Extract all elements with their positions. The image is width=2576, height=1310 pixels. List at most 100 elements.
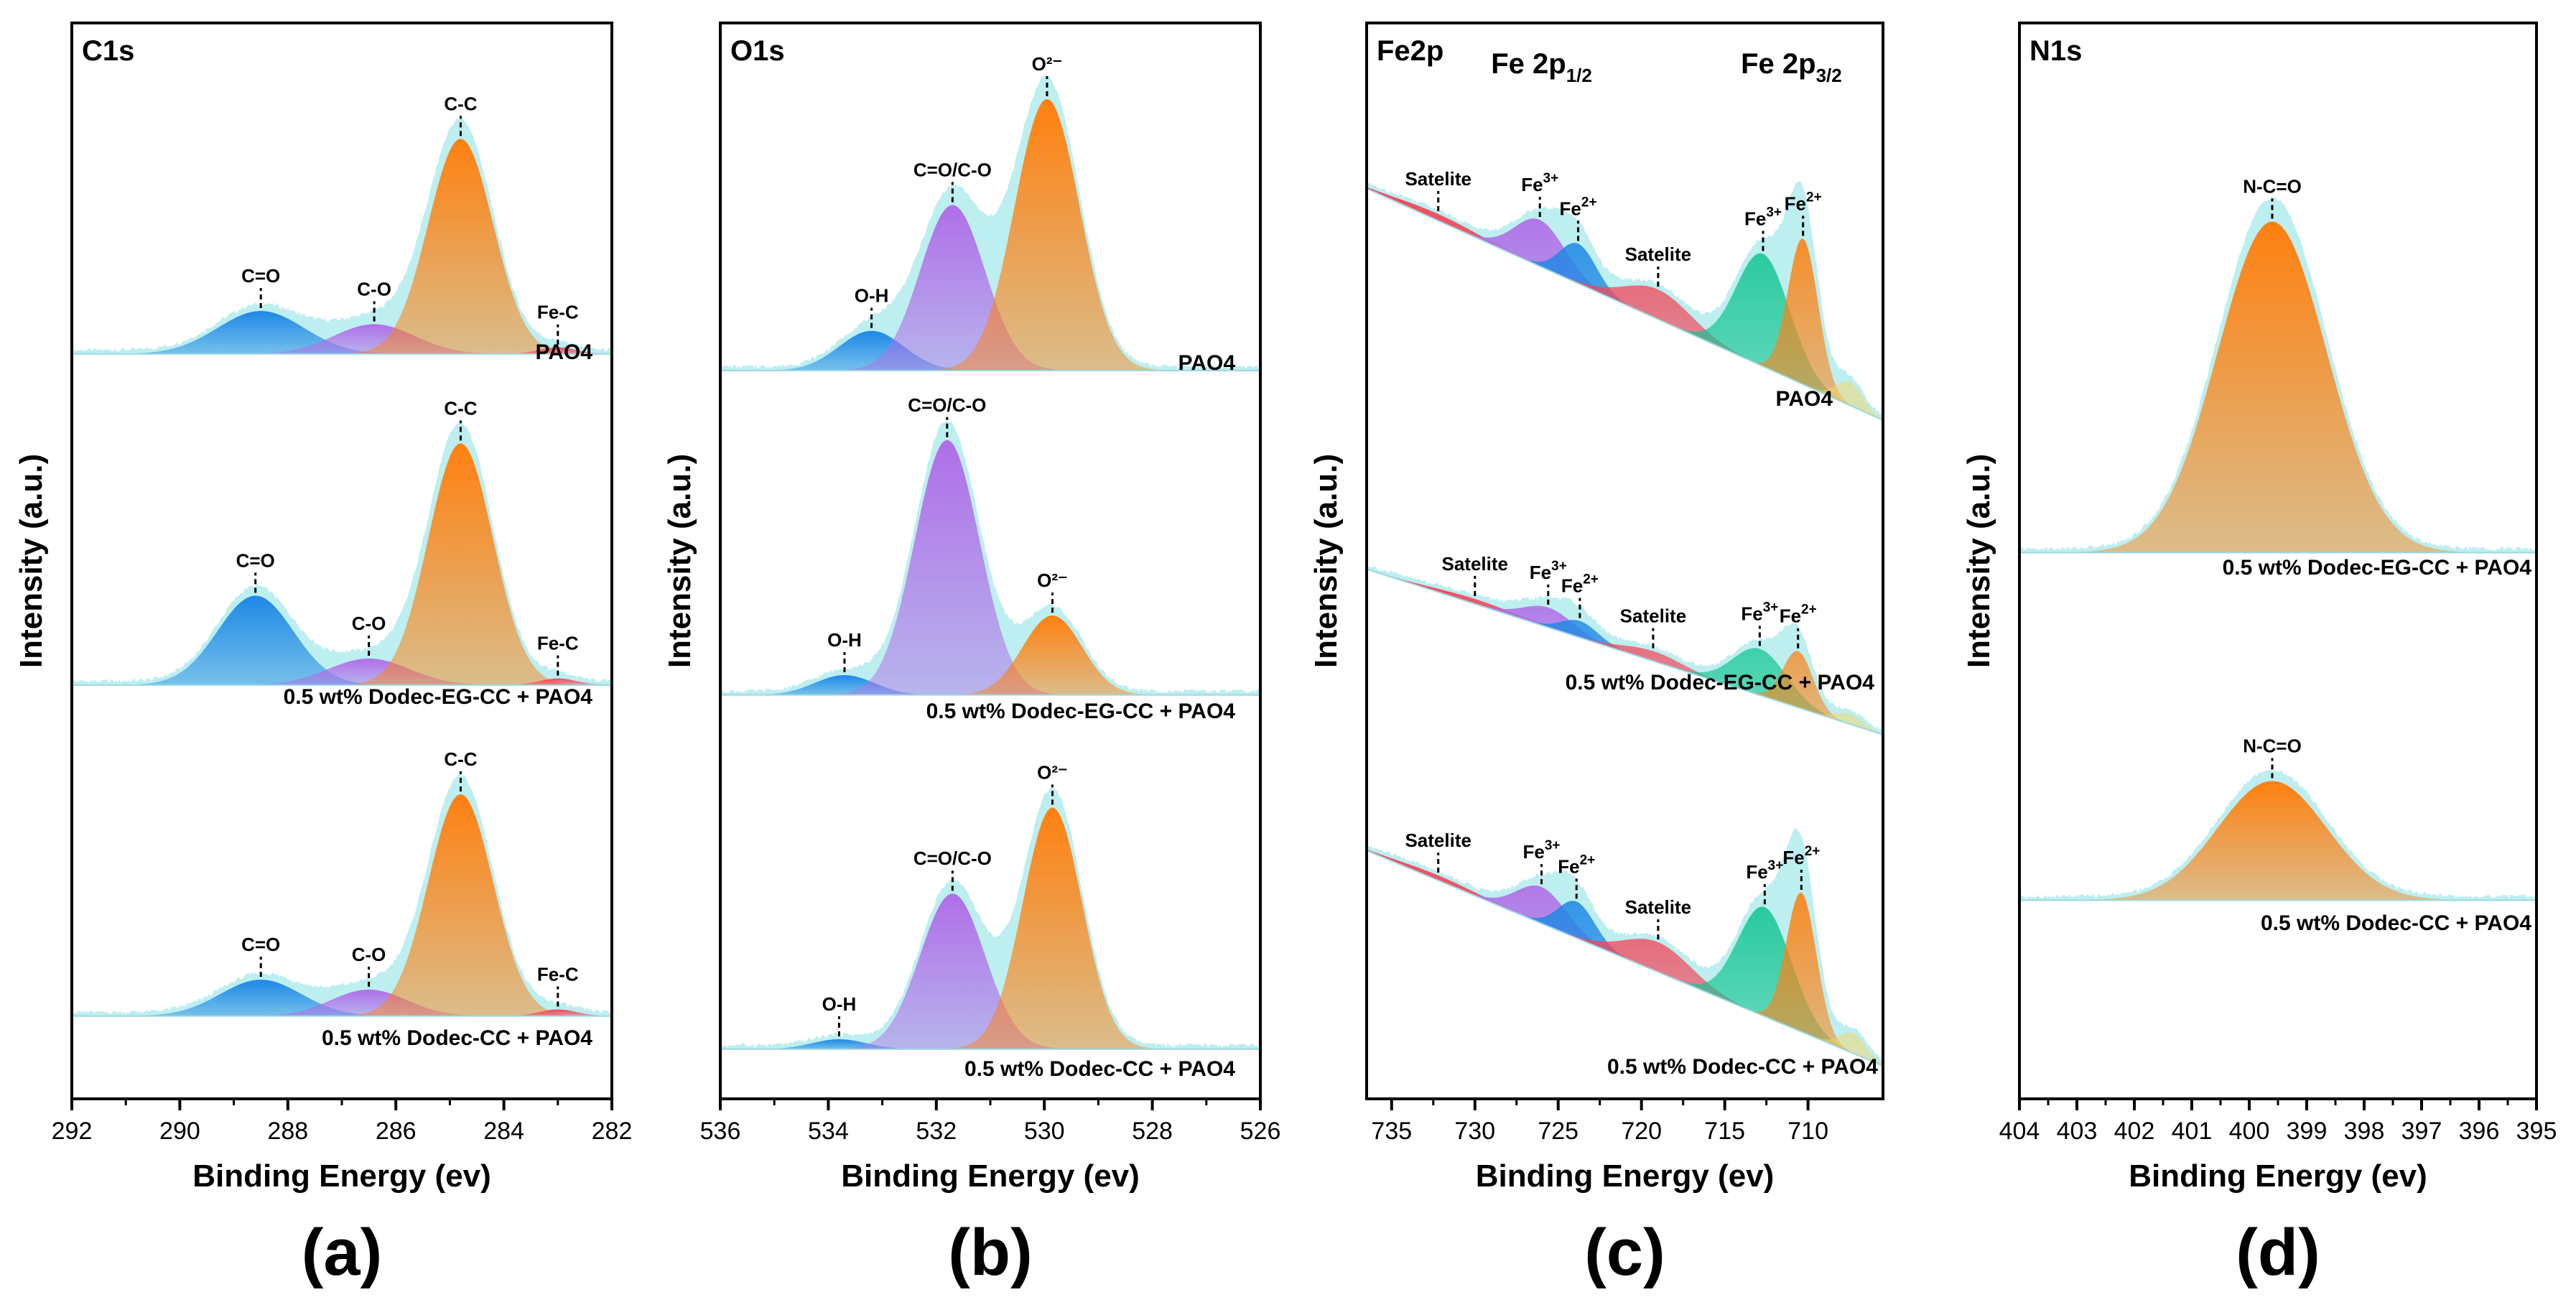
sample-label: 0.5 wt% Dodec-CC + PAO4 [964, 1057, 1235, 1081]
peak-label: Fe2+ [1558, 853, 1595, 877]
x-axis-title: Binding Energy (ev) [1476, 1158, 1775, 1194]
sample-label: 0.5 wt% Dodec-EG-CC + PAO4 [2223, 556, 2532, 580]
x-tick-label: 403 [2057, 1118, 2098, 1145]
x-tick-label: 286 [376, 1118, 417, 1145]
plot-area [2019, 195, 2537, 901]
panel-title: O1s [730, 35, 785, 67]
peak-c-o [72, 595, 612, 685]
x-tick-label: 528 [1132, 1118, 1173, 1145]
spectrum-3 [1367, 827, 1883, 1067]
y-axis-title: Intensity (a.u.) [1961, 454, 1996, 668]
peak-label: Fe-C [537, 302, 579, 323]
peak-c-o [72, 989, 612, 1016]
spectrum-3 [720, 786, 1260, 1050]
spectrum-1 [72, 117, 612, 355]
peak-label: Fe-C [537, 964, 579, 985]
x-tick-label: 526 [1240, 1118, 1281, 1145]
x-tick-label: 530 [1024, 1118, 1065, 1145]
spectrum-1 [1367, 181, 1883, 422]
peak-o-h [720, 330, 1260, 371]
peak-label: C-O [352, 944, 386, 965]
peak-o-h [720, 1039, 1260, 1049]
x-tick-label: 532 [916, 1118, 957, 1145]
peak-c-o-c-o [720, 440, 1260, 695]
peak-label: Satelite [1620, 605, 1687, 627]
peak-label: Fe3+ [1746, 858, 1783, 883]
spectrum-1 [720, 75, 1260, 371]
plot-area [1367, 181, 1883, 1067]
peak-c-o [72, 980, 612, 1016]
orbital-label: Fe 2p1/2 [1491, 48, 1592, 86]
x-tick-label: 735 [1371, 1118, 1412, 1145]
peak-c-o [72, 324, 612, 354]
x-tick-label: 292 [52, 1118, 93, 1145]
x-tick-label: 401 [2172, 1118, 2213, 1145]
peak-label: Fe3+ [1530, 559, 1567, 583]
peak-label: Fe2+ [1785, 190, 1822, 214]
peak-label: C=O [241, 265, 280, 287]
raw-envelope [72, 774, 612, 1016]
x-tick-label: 400 [2229, 1118, 2270, 1145]
x-axis-title: Binding Energy (ev) [841, 1158, 1140, 1194]
figure-letter: (d) [2236, 1216, 2320, 1289]
x-tick-label: 290 [159, 1118, 200, 1145]
sample-label: 0.5 wt% Dodec-CC + PAO4 [2261, 911, 2531, 935]
peak-c-c [72, 443, 612, 685]
peak-label: Fe-C [537, 633, 579, 654]
x-tick-label: 404 [1999, 1118, 2040, 1145]
sample-label: PAO4 [1776, 387, 1833, 411]
x-axis-title: Binding Energy (ev) [2129, 1158, 2427, 1194]
figure-letter: (b) [948, 1216, 1032, 1289]
baseline [1367, 187, 1883, 422]
sample-label: 0.5 wt% Dodec-CC + PAO4 [322, 1026, 592, 1050]
x-tick-label: 536 [700, 1118, 741, 1145]
plot-area [72, 117, 612, 1017]
peak-c-c [72, 794, 612, 1016]
peak-label: Fe3+ [1523, 838, 1561, 863]
peak-c-o [72, 311, 612, 354]
peak-n-c-o [2019, 781, 2537, 901]
figure-letter: (a) [302, 1216, 382, 1289]
sample-label: PAO4 [536, 340, 593, 364]
orbital-label: Fe 2p3/2 [1741, 48, 1842, 86]
raw-envelope [72, 422, 612, 685]
spectrum-3 [72, 774, 612, 1017]
x-tick-label: 284 [483, 1118, 524, 1145]
peak-label: N-C=O [2243, 176, 2302, 198]
panel-a: C=O C-O C-C Fe-C PAO4 C=O C-O C-C Fe-C 0.5 wt% Do… [14, 22, 633, 1289]
peak-label: O-H [822, 993, 857, 1015]
plot-frame [1365, 22, 1884, 1100]
peak-label: C=O [241, 934, 280, 955]
x-axis-title: Binding Energy (ev) [192, 1158, 491, 1194]
x-tick-label: 720 [1621, 1118, 1662, 1145]
peak-label: Satelite [1625, 243, 1692, 265]
baseline [1367, 568, 1883, 735]
raw-envelope [72, 117, 612, 354]
peak-c-c [72, 139, 612, 354]
plot-frame [70, 22, 613, 1100]
peak-label: Fe2+ [1561, 572, 1599, 597]
peak-label: Satelite [1405, 830, 1471, 851]
peak-c-o [72, 659, 612, 685]
peak-label: Fe2+ [1782, 844, 1820, 868]
peak-label: O-H [855, 285, 889, 307]
x-tick-label: 282 [592, 1118, 633, 1145]
peak-label: O²⁻ [1037, 761, 1068, 783]
peak-label: C-O [352, 613, 386, 634]
spectrum-2 [1367, 565, 1883, 735]
spectrum-2 [720, 421, 1260, 696]
peak-label: N-C=O [2243, 735, 2302, 757]
x-tick-label: 397 [2401, 1118, 2442, 1145]
plot-area [720, 75, 1260, 1050]
peak-label: C-O [357, 278, 391, 299]
x-tick-label: 402 [2114, 1118, 2155, 1145]
x-tick-label: 715 [1704, 1118, 1745, 1145]
peak-o- [720, 99, 1260, 371]
x-tick-label: 288 [267, 1118, 308, 1145]
peak-label: Satelite [1405, 168, 1471, 190]
peak-label: Fe2+ [1560, 195, 1597, 219]
spectrum-1 [2019, 195, 2537, 554]
raw-envelope [720, 75, 1260, 371]
panel-d: N-C=O 0.5 wt% Dodec-EG-CC + PAO4 N-C=O 0.5 … [1961, 22, 2557, 1289]
peak-label: Fe3+ [1741, 600, 1778, 624]
